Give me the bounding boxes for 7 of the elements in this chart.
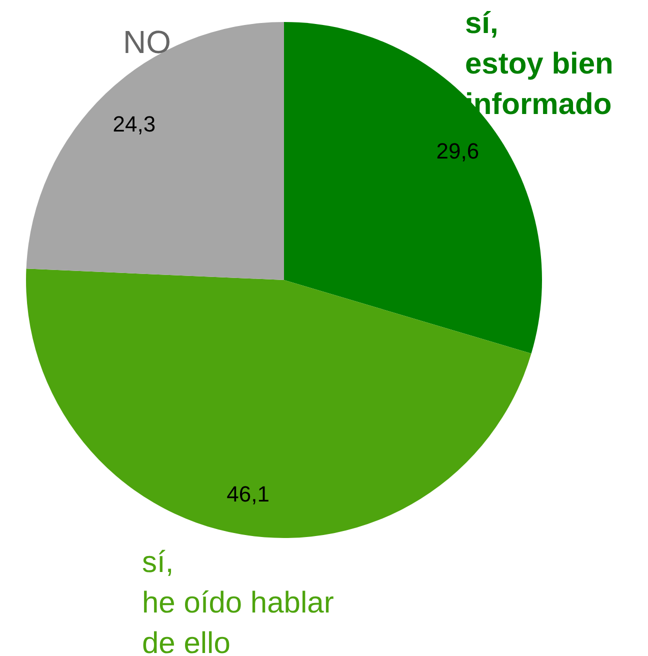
pie-slice: [26, 22, 284, 280]
slice-label: sí, he oído hablar de ello: [142, 546, 334, 656]
data-label: 29,6: [436, 138, 480, 164]
slice-label: NO: [123, 24, 171, 60]
data-label: 46,1: [226, 482, 270, 507]
data-label: 24,3: [112, 111, 156, 136]
pie-slice: [26, 268, 532, 538]
